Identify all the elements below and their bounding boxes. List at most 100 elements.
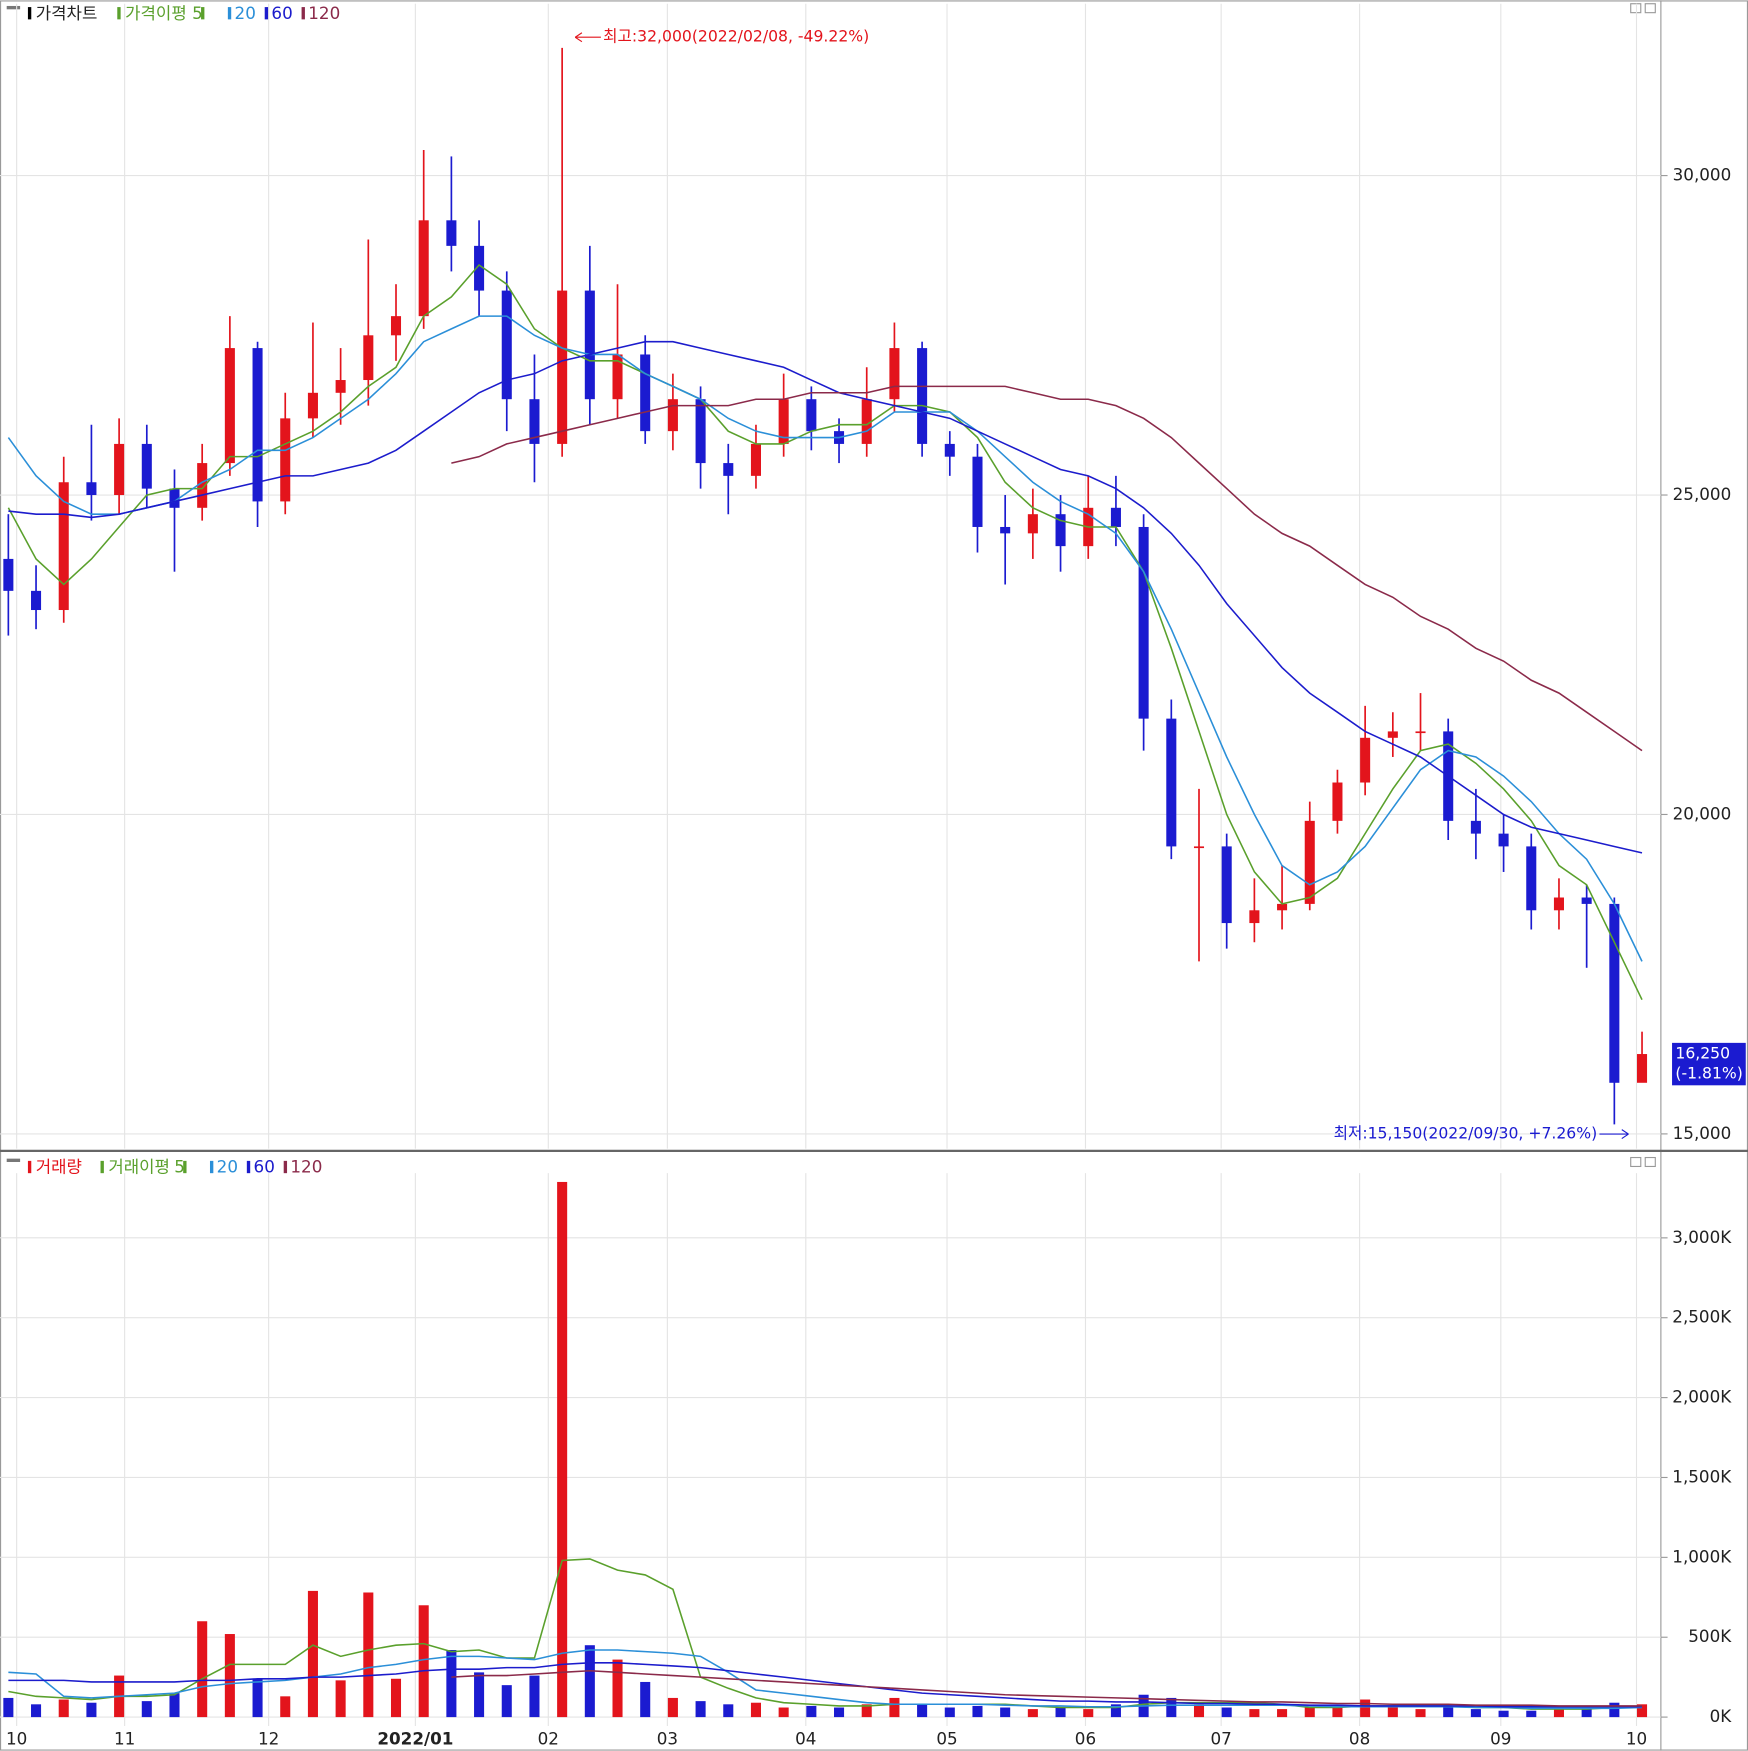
candle-body (1387, 731, 1398, 738)
axis: 10 11 12 2022/01 02 03 04 05 06 07 08 09 10 15,000 20,… (6, 3, 1746, 1748)
candle-body (418, 220, 429, 317)
volume-bar (917, 1704, 928, 1718)
volume-bar (778, 1707, 789, 1718)
legend-marker (27, 1160, 32, 1174)
volume-bar (834, 1707, 845, 1718)
volume-bar (58, 1699, 69, 1718)
volume-bar (1415, 1709, 1426, 1718)
candle-body (917, 348, 928, 444)
volume-bar (944, 1707, 955, 1718)
candle-body (1581, 897, 1592, 904)
candle-body (1277, 903, 1288, 911)
legend-entry: 5 (192, 3, 203, 23)
volume-bar (141, 1701, 152, 1718)
candle-body (1415, 731, 1426, 734)
candle-body (501, 290, 512, 400)
volume-bar (667, 1697, 678, 1718)
ma-line (8, 1662, 1643, 1708)
candle-body (1055, 514, 1066, 547)
x-tick-label: 05 (936, 1728, 957, 1748)
x-tick-label: 04 (795, 1728, 816, 1748)
candle-body (612, 354, 623, 400)
candle-body (474, 245, 485, 291)
candle-body (335, 380, 346, 393)
candle-body (695, 399, 706, 464)
y-tick-label: 25,000 (1673, 484, 1732, 504)
window-button[interactable] (1644, 1156, 1656, 1168)
candle-body (1193, 846, 1205, 849)
volume-bar (363, 1592, 374, 1718)
panel-icon (6, 5, 21, 10)
legend-marker (227, 7, 232, 20)
volume-bar (1166, 1697, 1177, 1718)
candle-body (114, 443, 125, 496)
volume-bar (1360, 1699, 1371, 1718)
legend-entry: 20 (235, 3, 256, 23)
x-tick-label: 07 (1210, 1728, 1231, 1748)
window-button[interactable] (1644, 3, 1656, 14)
candle-body (889, 348, 900, 400)
candle-body (1470, 820, 1481, 834)
x-tick-label: 12 (258, 1728, 279, 1748)
candle-body (1221, 846, 1232, 924)
volume-bar (1055, 1707, 1066, 1718)
legend-title: 가격차트 (36, 3, 98, 23)
legend-entry: 60 (271, 3, 292, 23)
last-price-change: (-1.81%) (1675, 1064, 1742, 1083)
volume-bar (335, 1680, 346, 1718)
window-button[interactable] (1630, 1156, 1642, 1168)
volume-bar (972, 1705, 983, 1718)
y-tick-label: 1,000K (1672, 1546, 1732, 1566)
panel-icon (6, 1158, 21, 1162)
legend-marker (264, 7, 269, 20)
volume-bar (280, 1696, 291, 1718)
volume-bar (1193, 1704, 1205, 1718)
volume-bar (31, 1704, 42, 1718)
volume-bar (557, 1181, 568, 1718)
legend-entry: 20 (217, 1157, 238, 1177)
window-button[interactable] (1630, 3, 1642, 14)
legend-entry: 5 (174, 1157, 185, 1177)
volume-bar (723, 1704, 734, 1718)
volume-bar (501, 1685, 512, 1718)
candle-body (806, 399, 817, 432)
candle-body (1166, 718, 1177, 847)
candle-body (972, 456, 983, 527)
volume-bar (750, 1702, 761, 1718)
annotation-arrow (574, 32, 583, 43)
candle-body (861, 399, 872, 444)
volume-bar (1110, 1704, 1121, 1718)
volume-bar (1443, 1705, 1454, 1718)
x-tick-label: 06 (1075, 1728, 1096, 1748)
legend-marker (183, 1160, 187, 1174)
volume-bar (806, 1705, 817, 1718)
candle-body (363, 335, 374, 381)
volume-bar (640, 1681, 651, 1718)
candle-body (58, 482, 69, 611)
volume-bar (197, 1621, 208, 1718)
volume-bar (474, 1672, 485, 1718)
legend-marker (27, 7, 32, 20)
candle-body (944, 443, 955, 457)
y-tick-label: 0K (1710, 1706, 1733, 1726)
volume-bar (1609, 1702, 1620, 1718)
legend-marker (100, 1160, 104, 1174)
legend-entry: 120 (290, 1157, 322, 1177)
ma-line (7, 263, 1643, 1001)
volume-bar (529, 1675, 540, 1718)
volume-bar (1332, 1705, 1343, 1718)
candle-body (31, 590, 42, 611)
volume-bar (1553, 1709, 1564, 1718)
candle-body (640, 354, 651, 432)
candle-body (1000, 526, 1011, 534)
y-tick-label: 500K (1688, 1626, 1732, 1646)
grid (0, 3, 1661, 1727)
volume-bar (1387, 1707, 1398, 1718)
legend-title: 거래량 (36, 1157, 82, 1177)
volume-bar (695, 1701, 706, 1718)
annotation-arrow (1621, 1129, 1629, 1140)
candle-body (667, 399, 678, 432)
candle-body (750, 443, 761, 476)
